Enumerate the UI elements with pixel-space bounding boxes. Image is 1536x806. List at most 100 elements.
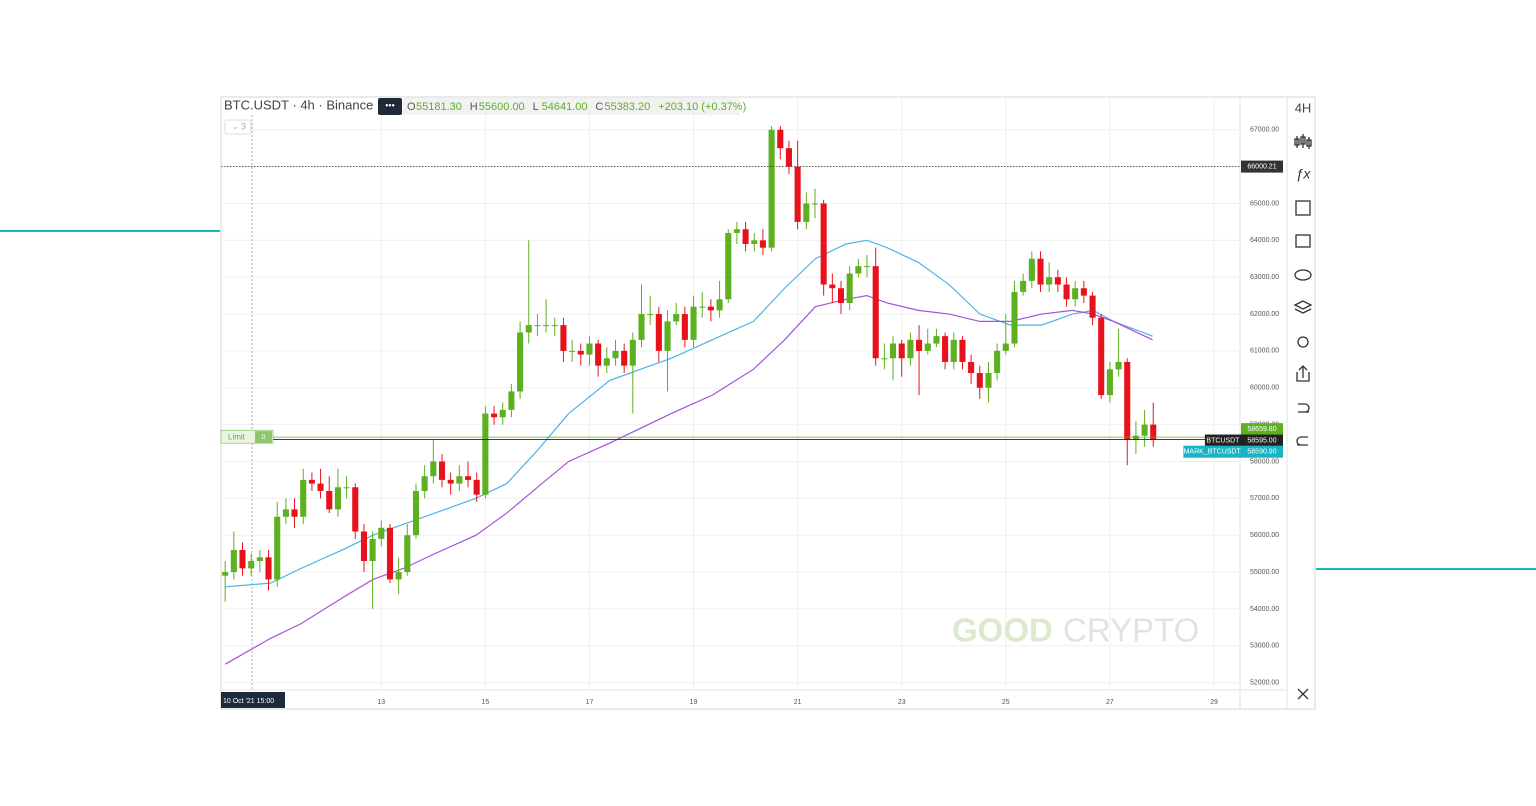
candle-body bbox=[603, 358, 610, 366]
candle-body bbox=[1089, 295, 1096, 318]
y-tick-label: 65000.00 bbox=[1250, 200, 1279, 207]
candle-body bbox=[395, 572, 402, 580]
candle-body bbox=[525, 325, 532, 333]
candle-body bbox=[239, 549, 246, 569]
candle-body bbox=[725, 232, 732, 300]
candle-body bbox=[369, 538, 376, 561]
plot bbox=[221, 97, 1240, 690]
price-tag: 58595.00 bbox=[1247, 437, 1276, 444]
close-icon[interactable] bbox=[1297, 688, 1309, 700]
candle-body bbox=[829, 284, 836, 289]
menu-dots: ••• bbox=[385, 100, 394, 110]
y-tick-label: 56000.00 bbox=[1250, 532, 1279, 539]
candle-body bbox=[794, 166, 801, 222]
limit-count: 0 bbox=[262, 434, 266, 441]
layers-icon[interactable] bbox=[1293, 300, 1313, 314]
candle-body bbox=[673, 314, 680, 322]
x-tick-label: 23 bbox=[898, 699, 906, 706]
candle-body bbox=[308, 479, 315, 484]
timeframe-button[interactable]: 4H bbox=[1295, 100, 1312, 115]
candle-body bbox=[282, 509, 289, 517]
compare-icon[interactable] bbox=[1295, 234, 1311, 248]
candle-body bbox=[438, 461, 446, 480]
watermark: GOOD bbox=[952, 612, 1053, 649]
candle-body bbox=[950, 339, 957, 362]
share-icon[interactable] bbox=[1296, 365, 1310, 382]
ohlc-value: 54641.00 bbox=[542, 101, 588, 113]
y-tick-label: 55000.00 bbox=[1250, 569, 1279, 576]
candle-body bbox=[1063, 284, 1070, 300]
candle-body bbox=[248, 560, 255, 569]
price-tag-bg bbox=[1241, 160, 1283, 173]
candle-body bbox=[473, 479, 480, 495]
x-tick-label: 19 bbox=[690, 699, 698, 706]
chart-frame bbox=[220, 96, 1316, 710]
candle-body bbox=[230, 549, 237, 573]
candle-body bbox=[430, 461, 437, 477]
candle-body bbox=[256, 557, 263, 561]
candle-body bbox=[699, 306, 706, 308]
candle-body bbox=[291, 509, 298, 517]
candle-body bbox=[733, 229, 740, 233]
candles-icon[interactable] bbox=[1294, 134, 1312, 149]
candle-body bbox=[811, 203, 819, 205]
x-tick-label: 21 bbox=[794, 699, 802, 706]
candle-body bbox=[855, 266, 862, 274]
symbol-tag: BTCUSDT bbox=[1206, 437, 1240, 444]
candle-body bbox=[300, 479, 307, 517]
visibility-icon[interactable] bbox=[1294, 269, 1312, 281]
undo-icon[interactable] bbox=[1298, 403, 1310, 413]
candle-body bbox=[517, 332, 524, 392]
candle-body bbox=[768, 129, 775, 248]
candle-body bbox=[1037, 258, 1044, 285]
candle-body bbox=[577, 350, 584, 355]
candle-body bbox=[1011, 291, 1018, 344]
candle-body bbox=[491, 413, 498, 418]
settings-icon[interactable] bbox=[1297, 336, 1309, 348]
y-tick-label: 62000.00 bbox=[1250, 311, 1279, 318]
draw-icon[interactable] bbox=[1295, 200, 1311, 216]
candle-body bbox=[959, 339, 966, 362]
candle-body bbox=[968, 361, 975, 374]
ohlc-value: 55600.00 bbox=[479, 101, 525, 113]
ohlc-value: +203.10 (+0.37%) bbox=[658, 101, 746, 113]
ohlc-value: 55383.20 bbox=[604, 101, 650, 113]
candle-body bbox=[508, 391, 515, 410]
indicators-icon[interactable]: ƒx bbox=[1296, 166, 1312, 182]
candle-body bbox=[1098, 317, 1105, 396]
price-tag: 66000.21 bbox=[1247, 163, 1276, 170]
candle-body bbox=[751, 240, 758, 245]
indicator-toggle[interactable] bbox=[224, 119, 252, 135]
candle-body bbox=[976, 373, 983, 388]
chart-title: BTC.USDT · 4h · Binance bbox=[224, 97, 373, 112]
candle-body bbox=[803, 203, 810, 222]
crosshair-label-bg bbox=[221, 692, 285, 708]
candle-body bbox=[421, 476, 428, 491]
candle-body bbox=[690, 306, 697, 340]
candle-body bbox=[404, 535, 411, 573]
x-tick-label: 17 bbox=[586, 699, 594, 706]
candle-body bbox=[222, 572, 229, 576]
candle-body bbox=[1054, 277, 1061, 285]
candle-body bbox=[1124, 361, 1131, 440]
price-tag-bg bbox=[1241, 434, 1283, 447]
candle-body bbox=[343, 487, 350, 489]
price-tag: 58659.80 bbox=[1247, 426, 1276, 433]
candle-body bbox=[352, 487, 359, 532]
symbol-tag-bg bbox=[1183, 445, 1241, 458]
candle-body bbox=[534, 325, 541, 327]
candle-body bbox=[907, 339, 914, 359]
candle-body bbox=[586, 343, 593, 355]
candle-body bbox=[994, 350, 1001, 374]
candle-body bbox=[1115, 361, 1122, 370]
symbol-tag: MARK_BTCUSDT bbox=[1184, 449, 1242, 456]
candle-body bbox=[942, 336, 949, 362]
x-tick-label: 13 bbox=[377, 699, 385, 706]
menu-button[interactable] bbox=[378, 98, 402, 115]
ohlc-legend: O 55181.30 H 55600.00 L 54641.00 C 55383.20 +203… bbox=[407, 101, 746, 113]
redo-icon[interactable] bbox=[1296, 436, 1308, 446]
candle-body bbox=[386, 527, 394, 580]
candle-body bbox=[985, 373, 992, 388]
price-tag: 58590.90 bbox=[1247, 449, 1276, 456]
